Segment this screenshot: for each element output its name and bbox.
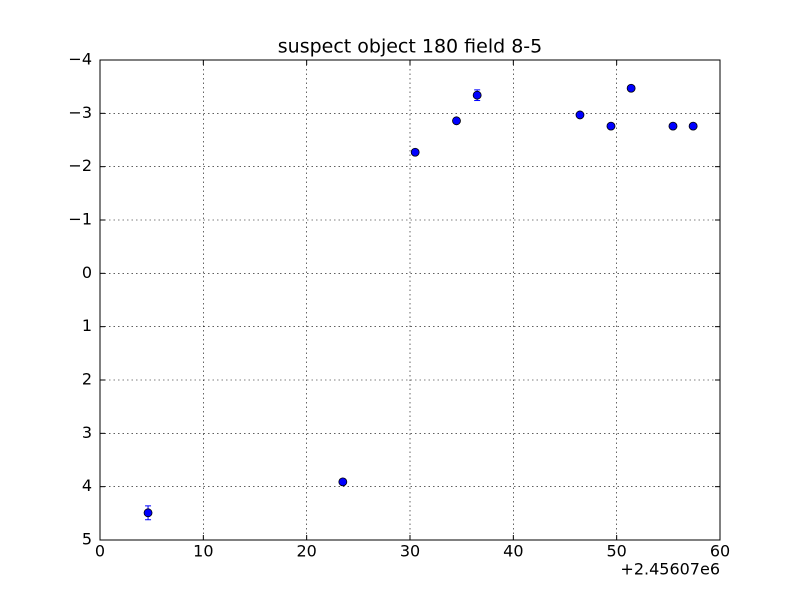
point (410, 147, 420, 157)
y-tick-label: 4 (82, 476, 92, 495)
point (626, 83, 636, 93)
y-tick-label: −4 (68, 50, 92, 69)
x-tick-label: 10 (193, 542, 213, 561)
offset-label: +2.45607e6 (620, 560, 720, 579)
point (338, 477, 348, 487)
point (452, 116, 461, 126)
y-tick-label: 1 (82, 316, 92, 335)
point (575, 110, 585, 120)
point (668, 121, 678, 131)
point (143, 508, 153, 518)
point (688, 121, 698, 131)
y-tick-label: 3 (82, 423, 92, 442)
plot-frame (99, 59, 721, 541)
x-tick-label: 0 (95, 542, 105, 561)
chart-title: suspect object 180 field 8-5 (278, 36, 543, 58)
y-tick-label: 5 (82, 530, 92, 549)
y-tick-label: 2 (82, 370, 92, 389)
x-tick-label: 60 (710, 542, 730, 561)
y-tick-label: −3 (68, 103, 92, 122)
point (472, 90, 482, 100)
y-tick-label: −2 (68, 156, 92, 175)
y-tick-label: −1 (68, 210, 92, 229)
y-tick-label: 0 (82, 263, 92, 282)
point (606, 121, 616, 131)
x-tick-label: 40 (503, 542, 523, 561)
x-tick-label: 20 (296, 542, 316, 561)
x-tick-label: 50 (606, 542, 626, 561)
x-tick-label: 30 (400, 542, 420, 561)
